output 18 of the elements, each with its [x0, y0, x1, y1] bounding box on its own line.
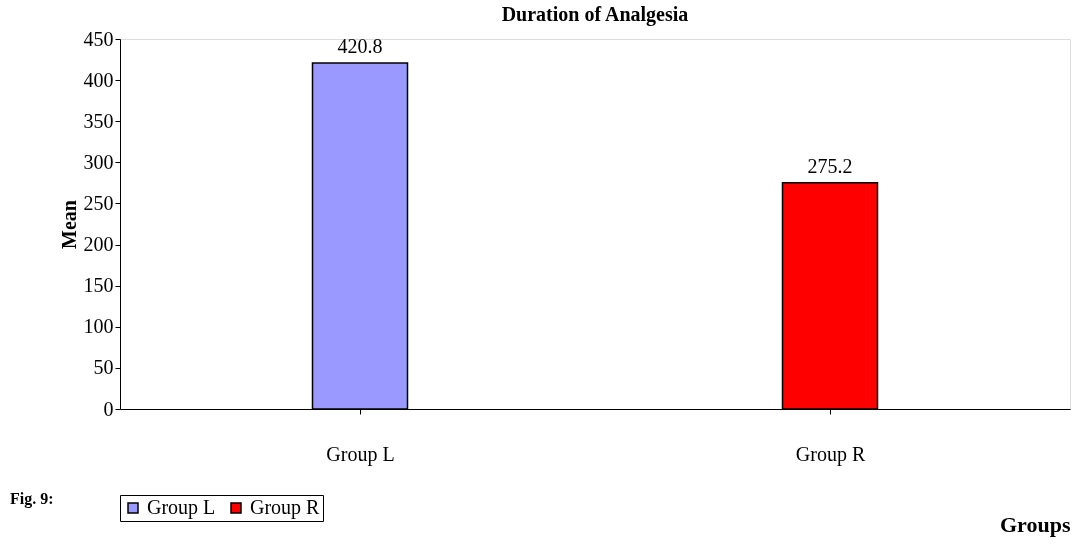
y-tick-label: 200 [83, 233, 114, 256]
y-tick-label: 300 [83, 150, 114, 173]
legend-label: Group R [250, 496, 321, 519]
y-tick-label: 400 [83, 68, 114, 91]
y-tick-label: 250 [83, 191, 114, 214]
legend-label: Group L [147, 496, 216, 519]
chart-title: Duration of Analgesia [501, 3, 689, 26]
y-tick-label: 0 [103, 397, 114, 420]
data-label: 420.8 [337, 35, 383, 58]
x-axis-title: Groups [999, 511, 1071, 537]
data-label: 275.2 [807, 154, 853, 177]
y-tick-label: 150 [83, 274, 114, 297]
caption: Fig. 9: [10, 490, 54, 508]
y-tick-label: 450 [83, 27, 114, 50]
y-tick-label: 50 [93, 356, 114, 379]
y-tick-label: 350 [83, 109, 114, 132]
y-axis-title: Mean [57, 200, 80, 249]
y-tick-label: 100 [83, 315, 114, 338]
